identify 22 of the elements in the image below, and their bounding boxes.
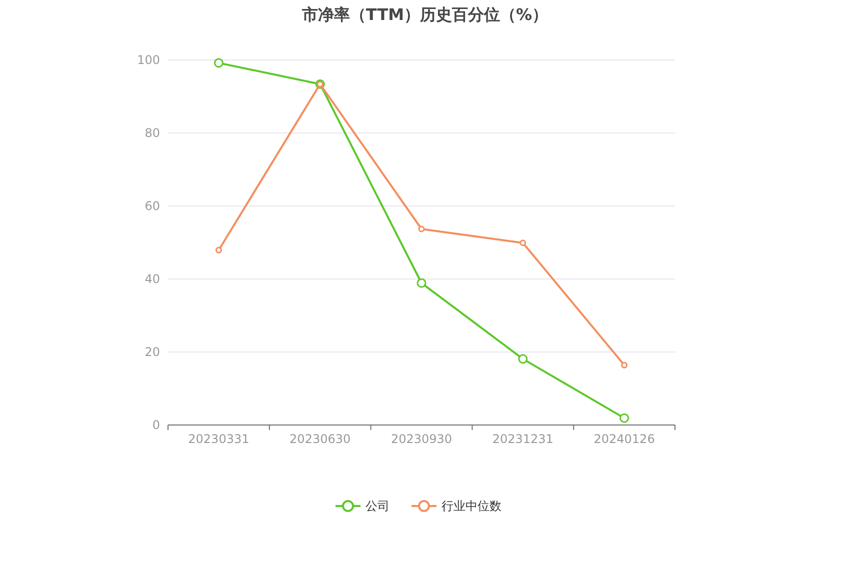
y-tick-label: 40 [144,272,160,286]
point [621,362,628,368]
x-tick-label: 20240126 [594,432,655,446]
x-tick-label: 20231231 [492,432,554,446]
point [215,246,222,254]
point [418,226,425,232]
point [214,58,224,68]
x-tick-label: 20230331 [188,432,250,446]
chart-title: 市净率（TTM）历史百分位（%） [300,5,548,24]
x-tick-label: 20230630 [290,432,351,446]
point [520,240,526,246]
y-tick-label: 60 [144,199,160,213]
point [620,413,630,423]
y-tick-label: 100 [137,53,160,67]
y-tick-label: 0 [152,418,160,432]
point [416,278,426,288]
legend-label: 公司 [366,499,390,513]
x-tick-label: 20230930 [390,432,452,446]
point [518,354,528,364]
legend-label: 行业中位数 [442,499,502,513]
y-tick-label: 80 [144,126,160,140]
y-tick-label: 20 [144,345,160,359]
